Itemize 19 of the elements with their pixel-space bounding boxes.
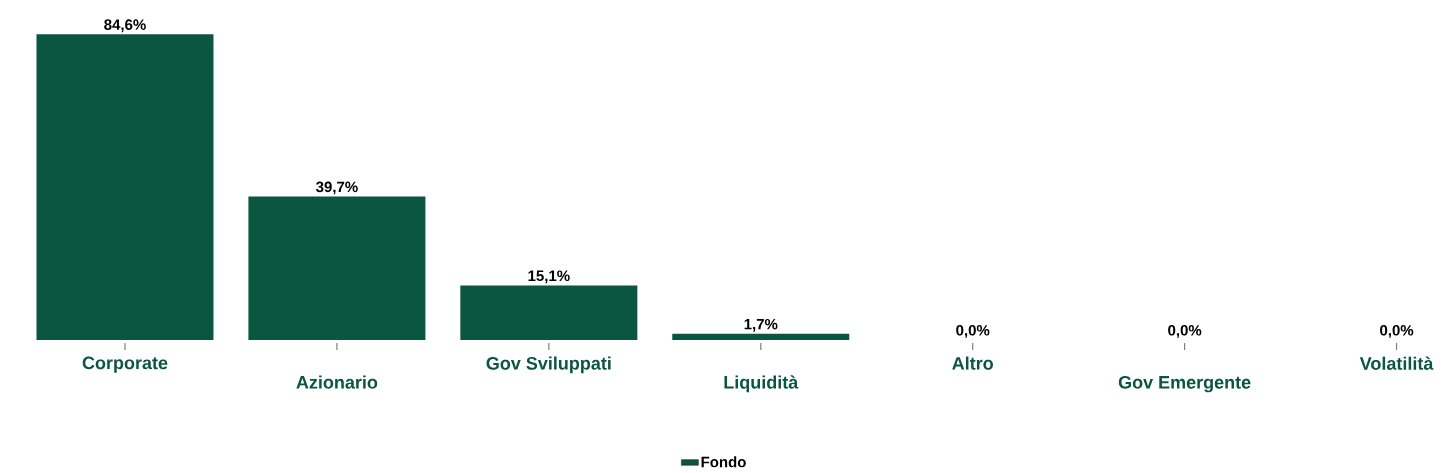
data-label: 84,6% <box>104 19 146 33</box>
data-label: 1,7% <box>744 318 778 332</box>
bar <box>36 34 214 340</box>
legend-label: Fondo <box>701 456 746 468</box>
data-label: 0,0% <box>956 325 990 338</box>
x-tick-label: Azionario <box>296 375 378 389</box>
x-tick-label: Gov Sviluppati <box>486 356 611 374</box>
x-tick-label: Liquidità <box>724 375 799 393</box>
bar <box>672 333 850 340</box>
x-tick-label: Altro <box>952 356 993 370</box>
data-label: 39,7% <box>315 181 358 195</box>
bar <box>248 196 426 340</box>
x-tick-label: Volatilità <box>1359 356 1434 370</box>
data-label: 15,1% <box>528 270 570 284</box>
data-label: 0,0% <box>1168 325 1202 338</box>
x-tick-label: Gov Emergente <box>1118 375 1251 393</box>
x-tick-label: Corporate <box>82 356 168 373</box>
data-label: 0,0% <box>1380 325 1414 338</box>
bar <box>460 285 638 340</box>
